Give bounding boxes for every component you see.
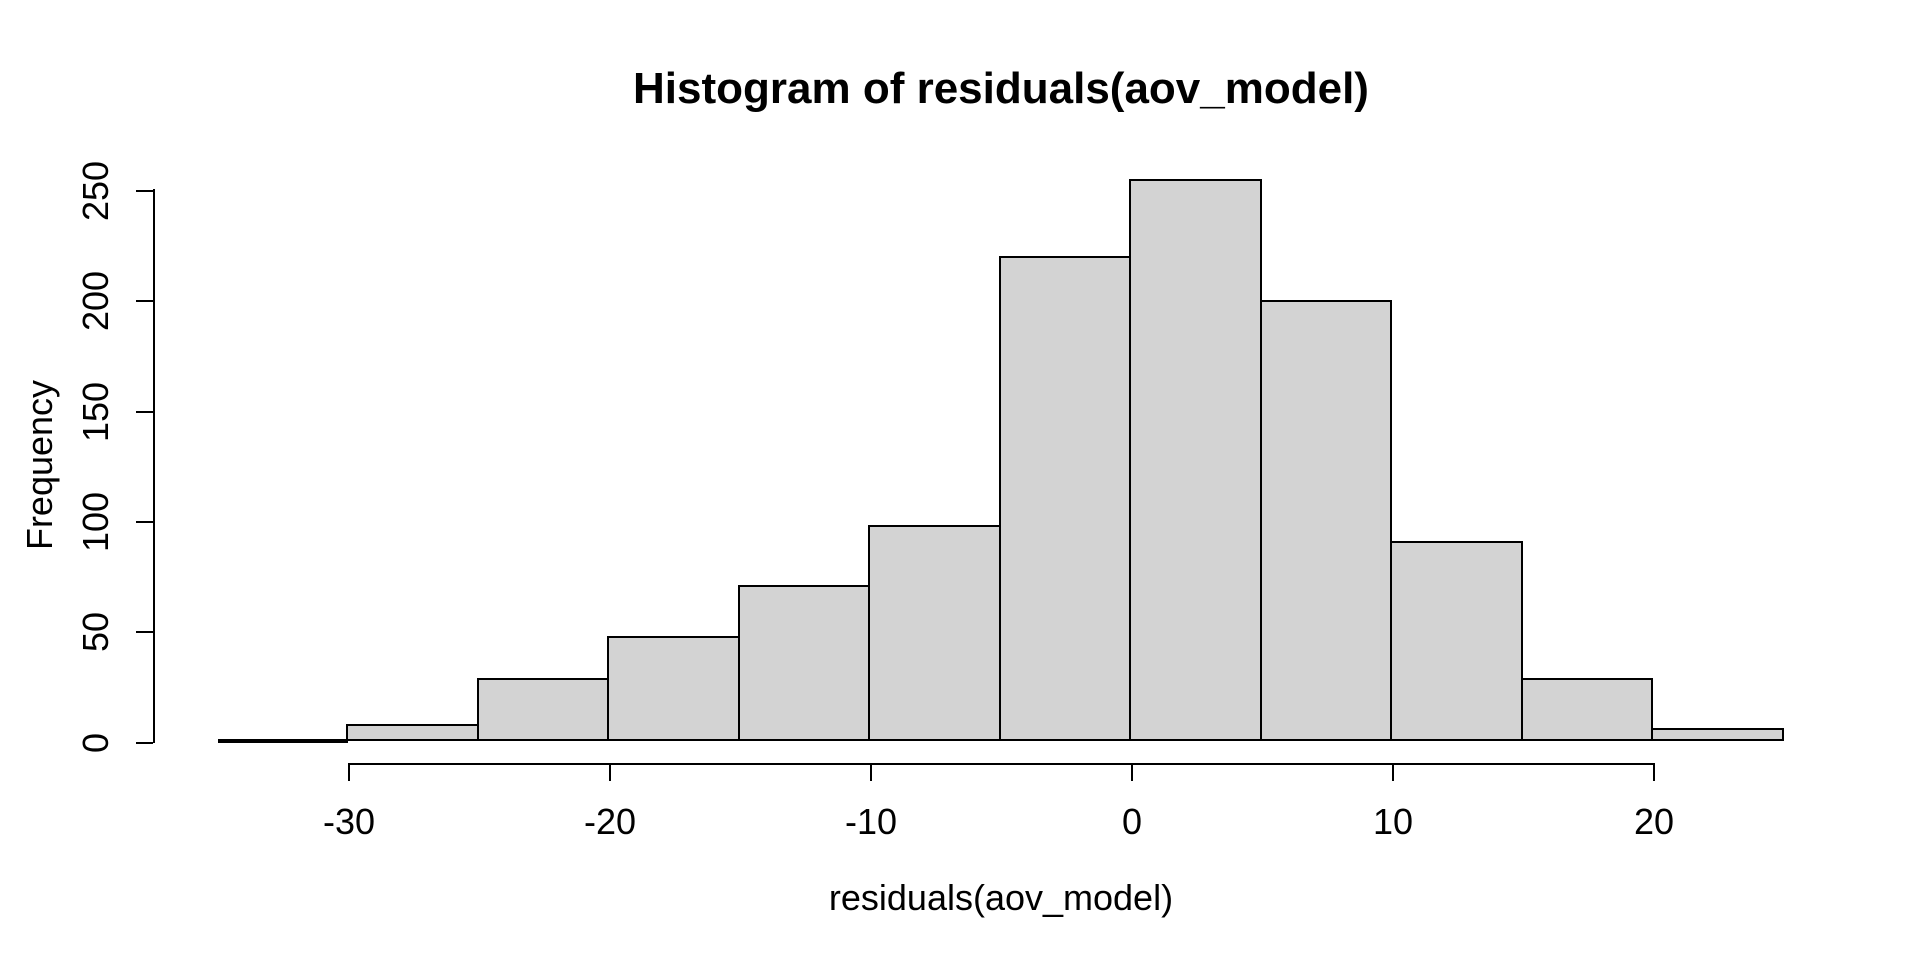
y-axis-tick: [136, 741, 153, 744]
x-tick-label: -20: [583, 801, 637, 842]
y-tick-label: 100: [75, 491, 116, 552]
y-tick-label: 150: [75, 381, 116, 442]
histogram-bar: [346, 723, 479, 742]
y-tick-label: 200: [75, 271, 116, 332]
histogram-bar: [476, 677, 609, 742]
x-axis-tick: [1653, 763, 1655, 781]
y-tick-label: 250: [75, 160, 116, 222]
histogram-bar: [607, 635, 740, 742]
x-axis-tick: [348, 763, 350, 781]
histogram-bar: [1390, 540, 1523, 742]
y-axis-tick: [136, 190, 153, 192]
histogram-bar: [1651, 728, 1784, 742]
y-axis-tick: [136, 300, 153, 303]
histogram-bar: [217, 739, 348, 744]
y-axis-label: Frequency: [19, 379, 60, 551]
y-tick-label: 0: [75, 732, 116, 753]
x-axis-line: [348, 763, 1655, 765]
histogram-bar: [737, 584, 870, 742]
y-axis-tick: [136, 520, 153, 523]
x-axis-label: residuals(aov_model): [828, 877, 1174, 918]
y-axis-tick: [136, 631, 153, 634]
x-axis-tick: [870, 763, 872, 781]
x-tick-label: 20: [1633, 801, 1675, 842]
histogram-bar: [1129, 178, 1262, 742]
histogram-bar: [1520, 677, 1653, 742]
y-axis-line: [153, 189, 155, 743]
histogram-bar: [998, 256, 1131, 742]
y-tick-label: 50: [75, 612, 116, 653]
x-tick-label: -10: [844, 801, 898, 842]
x-tick-label: -30: [322, 801, 376, 842]
x-axis-tick: [609, 763, 611, 781]
histogram-bar: [868, 525, 1001, 742]
chart-title: Histogram of residuals(aov_model): [633, 64, 1369, 113]
x-axis-tick: [1131, 763, 1133, 781]
x-tick-label: 0: [1121, 801, 1143, 842]
x-axis-tick: [1392, 763, 1394, 781]
y-axis-tick: [136, 410, 153, 413]
x-tick-label: 10: [1372, 801, 1414, 842]
histogram-bar: [1259, 300, 1392, 742]
